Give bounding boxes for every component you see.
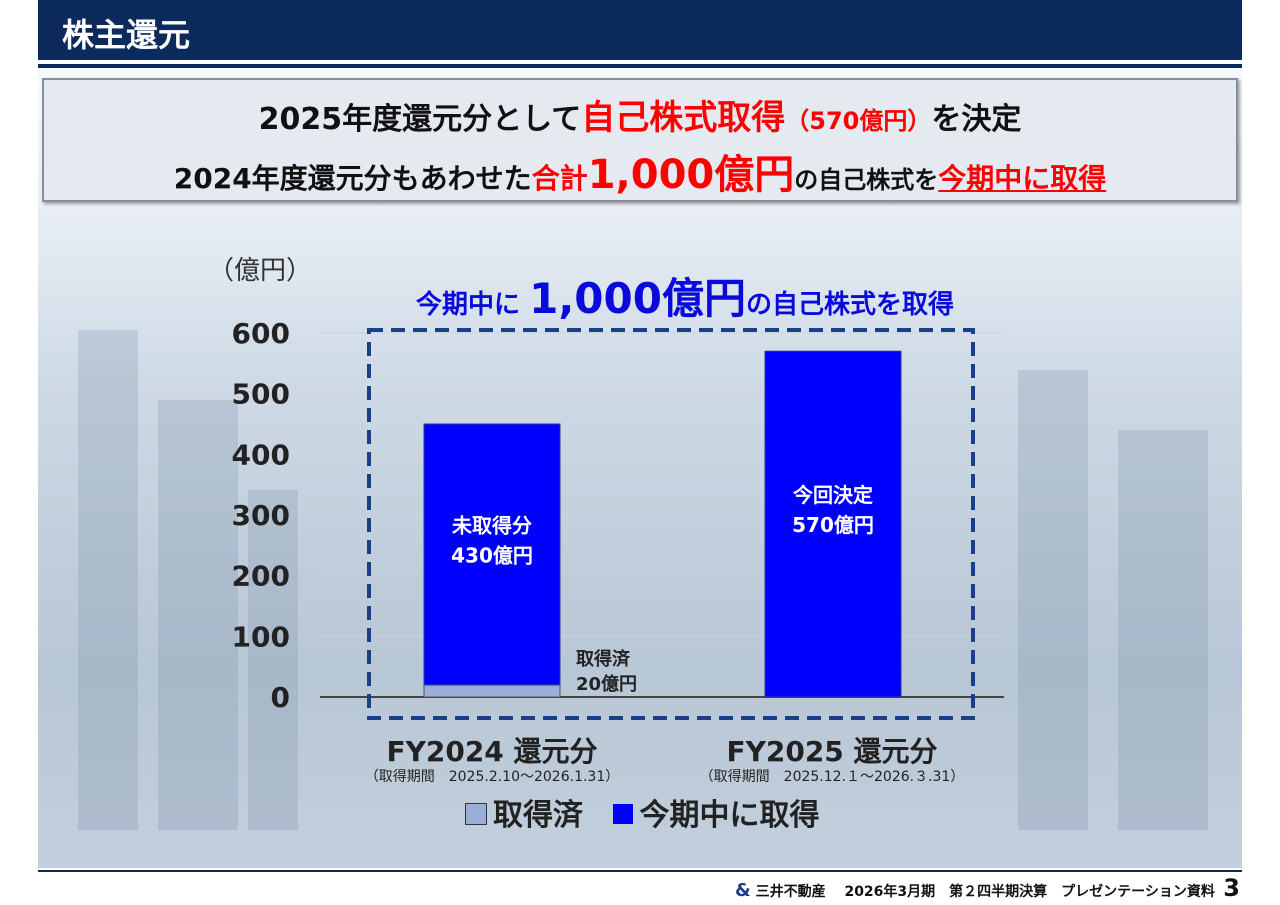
y-tick-label: 0 [271, 681, 290, 714]
y-tick-label: 300 [232, 499, 290, 532]
footer-divider [38, 870, 1242, 872]
callout-total: 1,000億円 [587, 152, 795, 198]
city-background [38, 70, 1242, 868]
bar-this-term-0 [423, 423, 561, 686]
chart-title-part: の自己株式を取得 [745, 290, 954, 320]
chart-title: 今期中に 1,000億円の自己株式を取得 [370, 265, 1000, 326]
legend-swatch-acquired [465, 802, 487, 825]
document-title: 2026年3月期 第２四半期決算 プレゼンテーション資料 [844, 884, 1215, 900]
y-tick-label: 400 [232, 438, 290, 471]
callout-highlight: 合計 [531, 162, 588, 195]
callout-amount: （570億円） [785, 107, 932, 135]
chart-title-amount: 1,000億円 [529, 274, 746, 323]
bar-this-term-1 [764, 350, 902, 698]
highlight-dashed-frame [367, 328, 975, 720]
callout-line-2: 2024年度還元分もあわせた合計1,000億円の自己株式を今期中に取得 [44, 142, 1236, 200]
legend-swatch-this-term [613, 803, 634, 824]
category-label-fy2025: FY2025 還元分 [726, 735, 938, 768]
callout-highlight: 自己株式取得 [581, 98, 786, 138]
bar-label-line2: 430億円 [451, 543, 533, 567]
annotation-acquired-line2: 20億円 [576, 673, 637, 695]
header-underline [38, 64, 1242, 68]
summary-callout: 2025年度還元分として自己株式取得（570億円）を決定 2024年度還元分もあ… [42, 78, 1238, 202]
chart-title-part: 今期中に [416, 290, 530, 320]
callout-line-1: 2025年度還元分として自己株式取得（570億円）を決定 [44, 90, 1236, 139]
annotation-acquired-line1: 取得済 [576, 648, 631, 670]
y-tick-label: 100 [232, 620, 290, 653]
y-tick-label: 500 [232, 378, 290, 411]
legend-label-this-term: 今期中に取得 [639, 798, 820, 833]
footer: & 三井不動産 2026年3月期 第２四半期決算 プレゼンテーション資料 [735, 880, 1215, 901]
legend-item-acquired: 取得済 [465, 790, 583, 834]
y-axis-unit: （億円） [208, 256, 313, 286]
callout-text: 2025年度還元分として [258, 102, 582, 137]
legend-label-acquired: 取得済 [493, 798, 583, 833]
category-label-fy2024: FY2024 還元分 [386, 735, 598, 768]
callout-text: を決定 [931, 102, 1022, 137]
page-title: 株主還元 [62, 16, 191, 54]
bar-label-line1: 今回決定 [793, 483, 873, 507]
company-name: 三井不動産 [755, 884, 826, 900]
y-tick-label: 600 [232, 317, 290, 350]
company-logo: & [735, 880, 751, 901]
bar-acquired-0 [423, 684, 561, 698]
page-number: 3 [1223, 874, 1240, 902]
callout-highlight: 今期中に取得 [938, 162, 1107, 195]
chart-legend: 取得済 今期中に取得 [465, 790, 839, 834]
bar-label-line2: 570億円 [792, 513, 874, 537]
legend-item-this-term: 今期中に取得 [613, 790, 819, 834]
callout-text: の自己株式を [794, 166, 939, 194]
header-bar: 株主還元 [38, 0, 1242, 60]
bar-label-line1: 未取得分 [452, 513, 532, 537]
category-note-fy2025: （取得期間 2025.12.１～2026.３.31） [699, 769, 965, 785]
callout-text: 2024年度還元分もあわせた [173, 162, 532, 195]
y-tick-label: 200 [232, 560, 290, 593]
category-note-fy2024: （取得期間 2025.2.10～2026.1.31） [364, 769, 620, 785]
